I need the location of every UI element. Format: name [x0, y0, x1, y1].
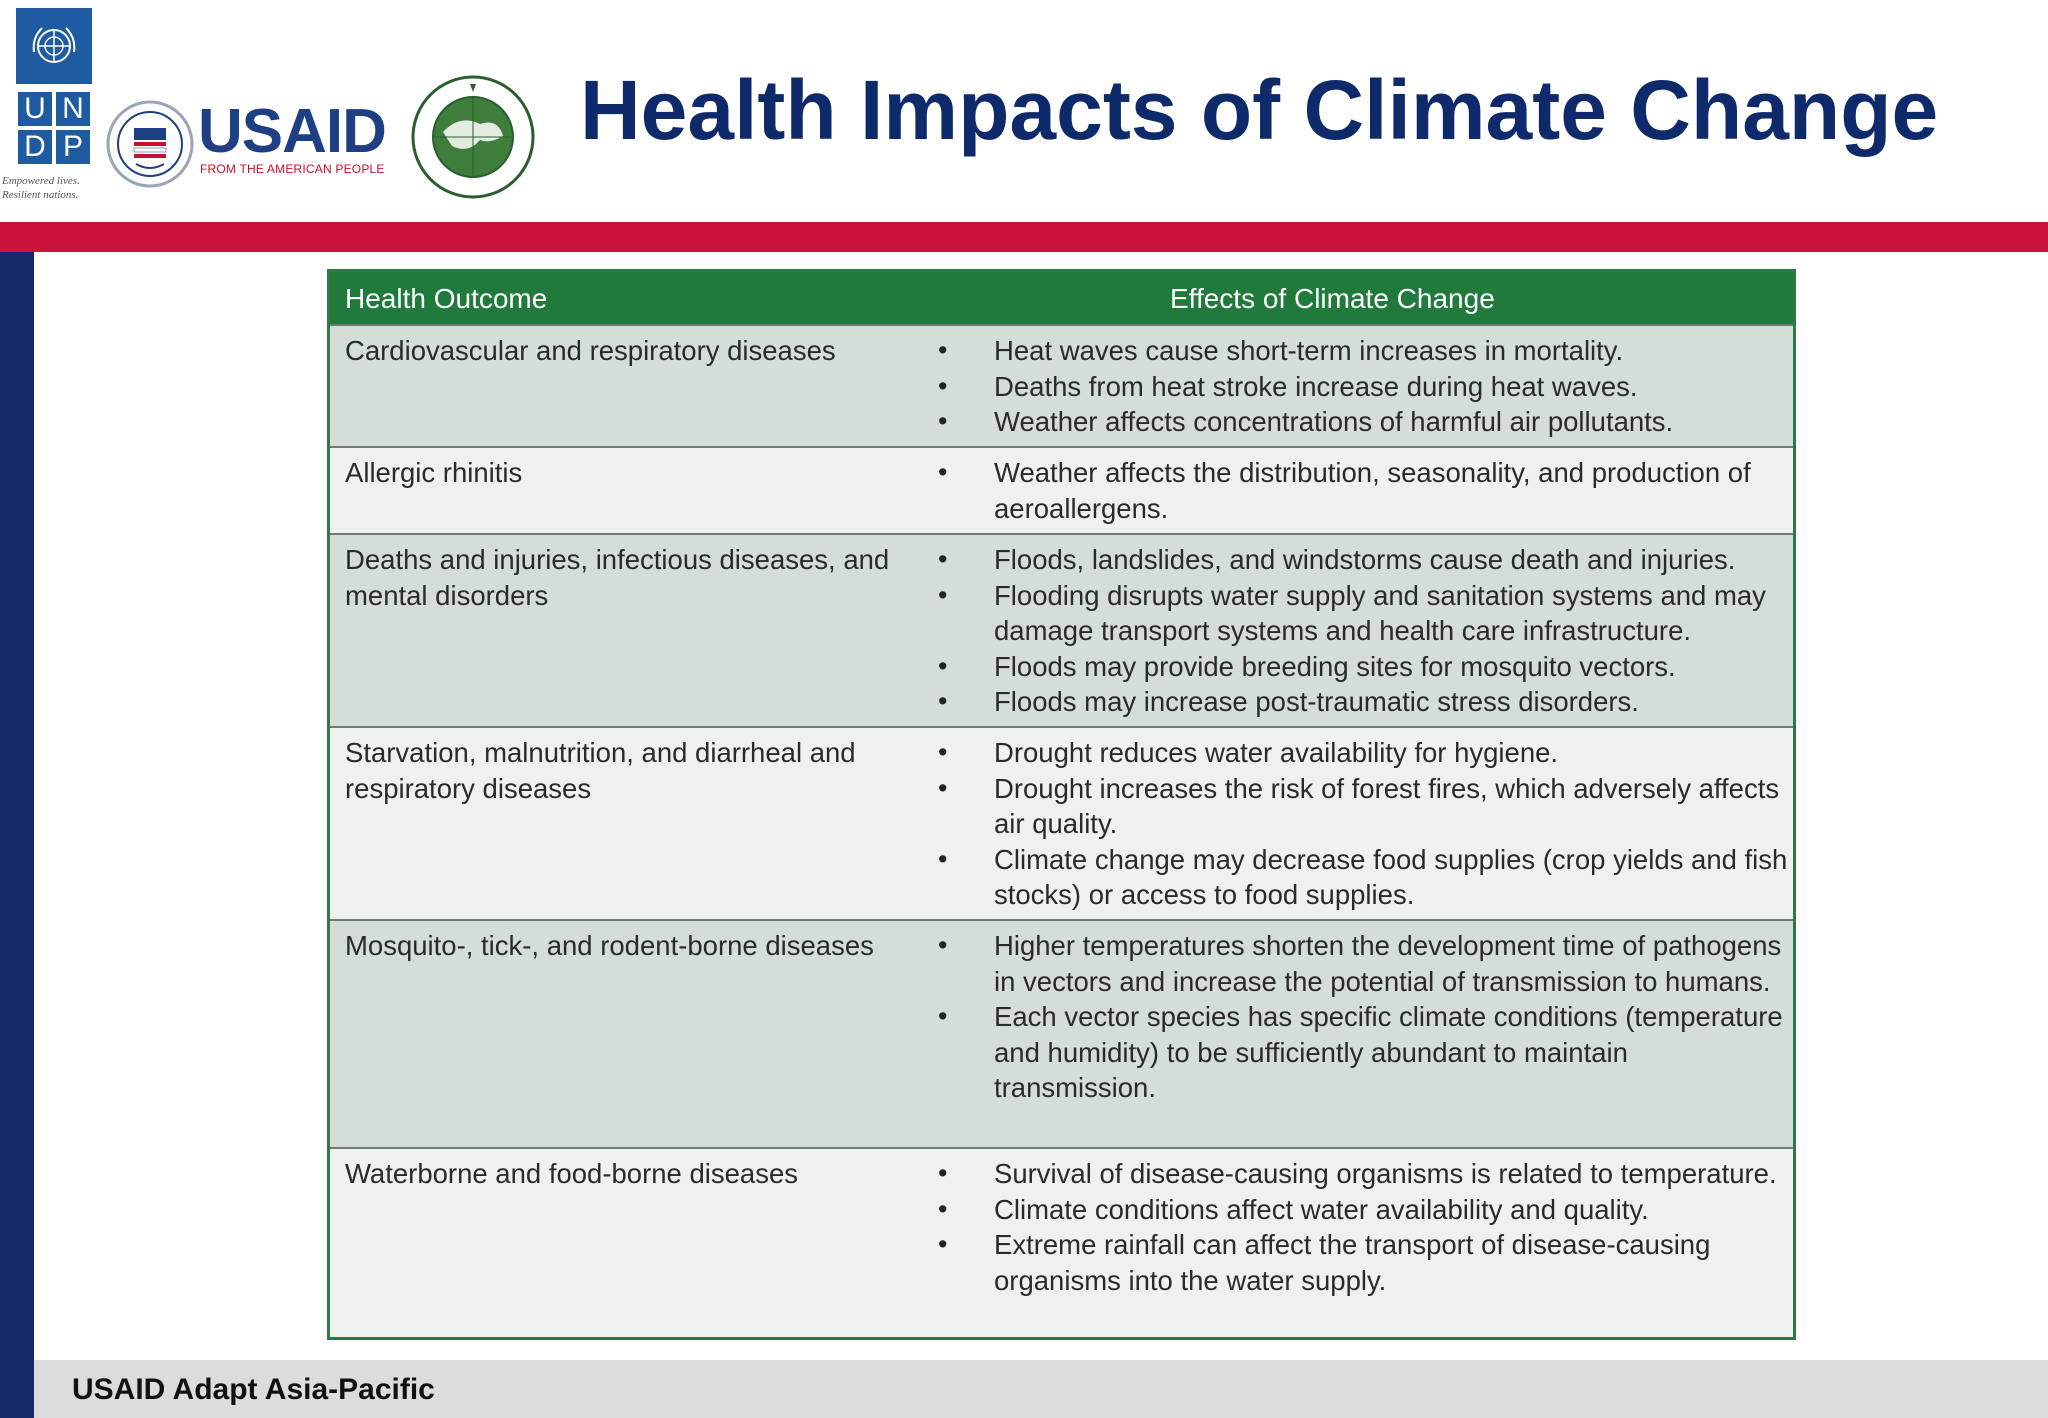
effect-item: Climate conditions affect water availabi… [938, 1192, 1793, 1228]
undp-letter: D [16, 128, 54, 166]
row-outcome: Deaths and injuries, infectious diseases… [345, 544, 890, 611]
effect-item: Drought reduces water availability for h… [938, 735, 1793, 771]
undp-tagline-line1: Empowered lives. [2, 175, 80, 187]
effect-item: Climate change may decrease food supplie… [938, 842, 1793, 913]
row-outcome: Mosquito-, tick-, and rodent-borne disea… [345, 930, 874, 961]
undp-tagline: Empowered lives. Resilient nations. [2, 174, 112, 202]
usaid-seal-icon [106, 100, 194, 188]
effect-item: Drought increases the risk of forest fir… [938, 771, 1793, 842]
column-header-effects: Effects of Climate Change [1170, 283, 1495, 314]
row-effects-list: Drought reduces water availability for h… [938, 735, 1793, 913]
row-effects-list: Survival of disease-causing organisms is… [938, 1156, 1793, 1298]
effect-item: Weather affects concentrations of harmfu… [938, 404, 1793, 440]
undp-logo: U N D P Empowered lives. Resilient natio… [2, 8, 92, 202]
undp-letter: U [16, 90, 54, 128]
row-effects-list: Higher temperatures shorten the developm… [938, 928, 1793, 1106]
row-outcome: Allergic rhinitis [345, 457, 523, 488]
row-outcome: Starvation, malnutrition, and diarrheal … [345, 737, 856, 804]
column-header-outcome: Health Outcome [345, 283, 548, 314]
slide-header: U N D P Empowered lives. Resilient natio… [0, 0, 2048, 222]
un-emblem-icon [16, 8, 92, 84]
row-effects-list: Floods, landslides, and windstorms cause… [938, 542, 1793, 720]
effect-item: Floods, landslides, and windstorms cause… [938, 542, 1793, 578]
usaid-subtitle: FROM THE AMERICAN PEOPLE [200, 162, 385, 176]
footer-text: USAID Adapt Asia-Pacific [72, 1373, 435, 1406]
undp-letter: N [54, 90, 92, 128]
effect-item: Floods may increase post-traumatic stres… [938, 684, 1793, 720]
effect-item: Higher temperatures shorten the developm… [938, 928, 1793, 999]
table-header: Health Outcome Effects of Climate Change [330, 272, 1793, 324]
effect-item: Extreme rainfall can affect the transpor… [938, 1227, 1793, 1298]
table-row: Deaths and injuries, infectious diseases… [330, 533, 1793, 726]
page-title: Health Impacts of Climate Change [580, 63, 1939, 157]
row-outcome: Cardiovascular and respiratory diseases [345, 335, 836, 366]
undp-tagline-line2: Resilient nations. [2, 189, 79, 201]
undp-letters: U N D P [16, 90, 92, 166]
undp-letter: P [54, 128, 92, 166]
usaid-wordmark: USAID [198, 97, 387, 166]
table-row: Waterborne and food-borne diseases Survi… [330, 1147, 1793, 1337]
table-row: Mosquito-, tick-, and rodent-borne disea… [330, 919, 1793, 1147]
table-row: Allergic rhinitis Weather affects the di… [330, 446, 1793, 533]
slide-footer: USAID Adapt Asia-Pacific [34, 1360, 2048, 1418]
health-impacts-table: Health Outcome Effects of Climate Change… [327, 269, 1796, 1340]
effect-item: Heat waves cause short-term increases in… [938, 333, 1793, 369]
effect-item: Each vector species has specific climate… [938, 999, 1793, 1106]
effect-item: Flooding disrupts water supply and sanit… [938, 578, 1793, 649]
side-accent-bar [0, 252, 34, 1418]
effect-item: Deaths from heat stroke increase during … [938, 369, 1793, 405]
row-effects-list: Heat waves cause short-term increases in… [938, 333, 1793, 440]
effect-item: Weather affects the distribution, season… [938, 455, 1793, 526]
ait-seal-icon [411, 75, 535, 199]
table-row: Cardiovascular and respiratory diseases … [330, 324, 1793, 446]
effect-item: Survival of disease-causing organisms is… [938, 1156, 1793, 1192]
header-divider-bar [0, 222, 2048, 252]
row-outcome: Waterborne and food-borne diseases [345, 1158, 799, 1189]
effect-item: Floods may provide breeding sites for mo… [938, 649, 1793, 685]
table-row: Starvation, malnutrition, and diarrheal … [330, 726, 1793, 919]
row-effects-list: Weather affects the distribution, season… [938, 455, 1793, 526]
